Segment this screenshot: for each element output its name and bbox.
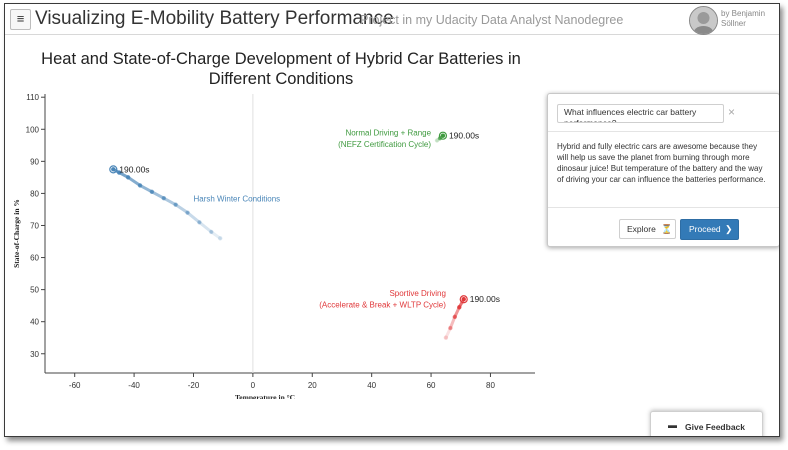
- data-point: [117, 170, 122, 175]
- series-annotation: Harsh Winter Conditions: [193, 194, 280, 203]
- give-feedback-button[interactable]: ▬ Give Feedback: [650, 411, 763, 436]
- series-segment: [197, 220, 213, 234]
- x-tick-label: -40: [128, 381, 140, 390]
- x-tick-label: -60: [69, 381, 81, 390]
- menu-button[interactable]: ≡: [10, 9, 31, 30]
- series-end-label: 190.00s: [470, 294, 500, 304]
- panel-question: What influences electric car battery per…: [564, 107, 697, 123]
- panel-body: Hybrid and fully electric cars are aweso…: [557, 142, 766, 184]
- data-point: [440, 133, 446, 138]
- data-point: [218, 236, 223, 241]
- app-title: Visualizing E-Mobility Battery Performan…: [35, 8, 394, 29]
- data-point: [149, 189, 155, 195]
- y-axis-label: State-of-Charge in %: [12, 199, 21, 268]
- data-point: [161, 196, 166, 201]
- explore-button[interactable]: Explore ⏳: [619, 219, 676, 239]
- data-point: [111, 167, 116, 172]
- chart-title: Heat and State-of-Charge Development of …: [41, 50, 521, 88]
- data-point: [457, 305, 462, 310]
- data-point: [443, 335, 449, 340]
- x-tick-label: 20: [308, 381, 317, 390]
- question-field[interactable]: What influences electric car battery per…: [557, 104, 724, 123]
- comment-icon: ▬: [668, 420, 677, 430]
- series-annotation: Sportive Driving: [389, 289, 445, 298]
- y-tick-label: 90: [30, 157, 39, 166]
- explore-label: Explore: [627, 224, 656, 234]
- story-panel: What influences electric car battery per…: [547, 93, 779, 247]
- series-end-label: 190.00s: [119, 164, 149, 174]
- series-segment: [186, 211, 201, 224]
- data-point: [452, 314, 458, 320]
- panel-footer: Explore ⏳ Proceed ❯: [548, 207, 779, 246]
- proceed-label: Proceed: [689, 224, 721, 234]
- hamburger-icon: ≡: [16, 11, 25, 26]
- series-annotation: Normal Driving + Range: [345, 129, 431, 138]
- y-tick-label: 30: [30, 350, 39, 359]
- data-point: [197, 220, 202, 225]
- feedback-label: Give Feedback: [685, 422, 746, 432]
- series-end-marker: [459, 295, 468, 304]
- series-segment: [138, 183, 154, 194]
- series-annotation: (NEFZ Certification Cycle): [338, 140, 431, 149]
- x-tick-label: 80: [486, 381, 495, 390]
- series-segment: [126, 175, 142, 187]
- y-tick-label: 50: [30, 286, 39, 295]
- avatar: [689, 6, 718, 35]
- data-point: [448, 325, 453, 331]
- y-tick-label: 60: [30, 254, 39, 263]
- close-icon[interactable]: ×: [728, 105, 736, 119]
- x-tick-label: 0: [251, 381, 256, 390]
- panel-header: What influences electric car battery per…: [548, 94, 779, 132]
- series-end-label: 190.00s: [449, 131, 479, 141]
- data-point: [209, 229, 214, 235]
- x-tick-label: 40: [367, 381, 376, 390]
- x-tick-label: 60: [427, 381, 436, 390]
- data-point: [461, 297, 466, 302]
- series-segment: [162, 196, 178, 207]
- y-tick-label: 70: [30, 221, 39, 230]
- x-tick-label: -20: [188, 381, 200, 390]
- y-tick-label: 100: [26, 125, 40, 134]
- data-point: [185, 210, 190, 215]
- y-tick-label: 80: [30, 189, 39, 198]
- app-subtitle: Project in my Udacity Data Analyst Nanod…: [360, 13, 624, 27]
- proceed-button[interactable]: Proceed ❯: [680, 219, 739, 240]
- data-point: [173, 202, 178, 207]
- series-annotation: (Accelerate & Break + WLTP Cycle): [319, 300, 446, 309]
- series-segment: [174, 203, 190, 215]
- chart-area: -60 -40 -20 0 20 40 60 80 30 40 50 60 70 80 90 100 110 Te…: [12, 93, 535, 399]
- top-bar: ≡ Visualizing E-Mobility Battery Perform…: [5, 4, 779, 35]
- author-name: by Benjamin Söllner: [721, 9, 766, 28]
- x-axis-label: Temperature in °C: [235, 393, 295, 399]
- filter-icon: ⏳: [661, 224, 673, 234]
- series-segment: [209, 230, 222, 240]
- series-segment: [150, 190, 166, 200]
- series-end-marker: [109, 165, 118, 174]
- app-window: ≡ Visualizing E-Mobility Battery Perform…: [4, 3, 780, 437]
- series-end-marker: [438, 131, 448, 140]
- series-segment: [444, 326, 452, 340]
- chevron-right-icon: ❯: [725, 224, 733, 234]
- data-point: [125, 175, 131, 180]
- y-tick-label: 110: [26, 93, 39, 102]
- data-point: [137, 183, 143, 188]
- y-tick-label: 40: [30, 318, 39, 327]
